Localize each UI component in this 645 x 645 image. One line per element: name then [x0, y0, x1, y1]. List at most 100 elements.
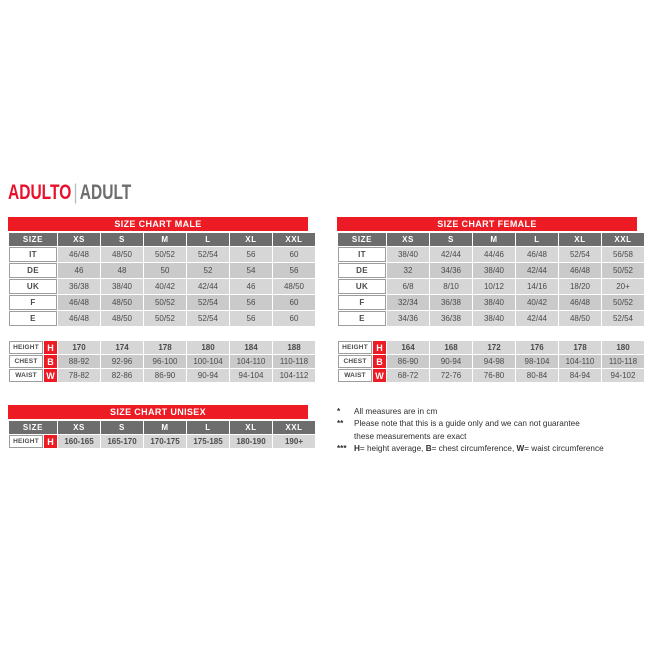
- table-cell: 10/12: [473, 279, 515, 294]
- row-label-waist: WAIST W: [338, 369, 386, 382]
- column-header-m: M: [144, 233, 186, 246]
- column-header-s: S: [101, 421, 143, 434]
- table-cell: 50: [144, 263, 186, 278]
- table-cell: 46/48: [58, 247, 100, 262]
- table-cell: 60: [273, 295, 315, 310]
- table-cell: 48/50: [101, 247, 143, 262]
- column-header-xs: XS: [387, 233, 429, 246]
- table-cell: 92-96: [101, 355, 143, 368]
- column-header-xxl: XXL: [602, 233, 644, 246]
- table-cell: 50/52: [602, 295, 644, 310]
- table-cell: 6/8: [387, 279, 429, 294]
- row-label-e: E: [338, 311, 386, 326]
- table-cell: 50/52: [144, 247, 186, 262]
- column-header-l: L: [187, 421, 229, 434]
- table-cell: 48: [101, 263, 143, 278]
- table-cell: 38/40: [387, 247, 429, 262]
- table-cell: 46/48: [58, 311, 100, 326]
- size-chart-female-table: SIZE XS S M L XL XXL IT 38/40 42/44 44/46 46/48 52/5…: [337, 232, 645, 383]
- column-header-xl: XL: [230, 233, 272, 246]
- table-row: HEIGHT H 164 168 172 176 178 180: [338, 341, 644, 354]
- table-row: HEIGHT H 170 174 178 180 184 188: [9, 341, 315, 354]
- table-cell: 178: [144, 341, 186, 354]
- table-row: CHEST B 88-92 92-96 96-100 100-104 104-110 110-…: [9, 355, 315, 368]
- row-label-chest: CHEST B: [9, 355, 57, 368]
- table-cell: 46: [230, 279, 272, 294]
- table-cell: 48/50: [101, 295, 143, 310]
- table-cell: 60: [273, 311, 315, 326]
- table-cell: 160-165: [58, 435, 100, 448]
- table-cell: 176: [516, 341, 558, 354]
- measure-label-text: HEIGHT: [9, 341, 43, 354]
- table-cell: 180-190: [230, 435, 272, 448]
- table-cell: 170: [58, 341, 100, 354]
- column-header-size: SIZE: [9, 421, 57, 434]
- footnote-row: *** H= height average, B= chest circumfer…: [337, 443, 642, 455]
- table-row: HEIGHT H 160-165 165-170 170-175 175-185 180-1…: [9, 435, 315, 448]
- table-cell: 46/48: [516, 247, 558, 262]
- size-chart-female-title: SIZE CHART FEMALE: [337, 217, 637, 231]
- table-cell: 56: [230, 311, 272, 326]
- footnotes: * All measures are in cm ** Please note tha…: [337, 406, 642, 456]
- table-cell: 94-102: [602, 369, 644, 382]
- row-label-height: HEIGHT H: [9, 341, 57, 354]
- table-cell: 164: [387, 341, 429, 354]
- table-row: CHEST B 86-90 90-94 94-98 98-104 104-110 110-11…: [338, 355, 644, 368]
- table-cell: 46/48: [559, 263, 601, 278]
- table-spacer: [338, 327, 644, 340]
- table-cell: 52/54: [187, 311, 229, 326]
- size-chart-male: SIZE CHART MALE SIZE XS S M L XL XXL IT 46/48 48/…: [8, 217, 315, 383]
- table-cell: 18/20: [559, 279, 601, 294]
- table-cell: 86-90: [144, 369, 186, 382]
- row-label-uk: UK: [9, 279, 57, 294]
- table-row: UK 36/38 38/40 40/42 42/44 46 48/50: [9, 279, 315, 294]
- column-header-xxl: XXL: [273, 233, 315, 246]
- page-title: ADULTO | ADULT: [8, 180, 131, 206]
- row-label-height: HEIGHT H: [9, 435, 57, 448]
- table-cell: 56/58: [602, 247, 644, 262]
- footnote-marker: ***: [337, 444, 347, 454]
- column-header-xl: XL: [559, 233, 601, 246]
- table-cell: 172: [473, 341, 515, 354]
- table-cell: 34/36: [387, 311, 429, 326]
- row-label-it: IT: [9, 247, 57, 262]
- table-cell: 110-118: [273, 355, 315, 368]
- measure-badge-w: W: [44, 369, 57, 382]
- table-cell: 184: [230, 341, 272, 354]
- row-label-f: F: [338, 295, 386, 310]
- table-cell: 54: [230, 263, 272, 278]
- measure-label-text: CHEST: [9, 355, 43, 368]
- measure-badge-b: B: [44, 355, 57, 368]
- row-label-uk: UK: [338, 279, 386, 294]
- table-cell: 46/48: [559, 295, 601, 310]
- row-label-f: F: [9, 295, 57, 310]
- table-cell: 34/36: [430, 263, 472, 278]
- table-row: UK 6/8 8/10 10/12 14/16 18/20 20+: [338, 279, 644, 294]
- table-cell: 20+: [602, 279, 644, 294]
- table-cell: 38/40: [473, 311, 515, 326]
- row-label-de: DE: [338, 263, 386, 278]
- measure-badge-b: B: [373, 355, 386, 368]
- table-header-row: SIZE XS S M L XL XXL: [9, 233, 315, 246]
- table-cell: 88-92: [58, 355, 100, 368]
- measure-label-text: CHEST: [338, 355, 372, 368]
- table-cell: 52: [187, 263, 229, 278]
- table-cell: 60: [273, 247, 315, 262]
- table-cell: 110-118: [602, 355, 644, 368]
- column-header-xs: XS: [58, 421, 100, 434]
- table-cell: 86-90: [387, 355, 429, 368]
- table-cell: 96-100: [144, 355, 186, 368]
- table-cell: 50/52: [602, 263, 644, 278]
- table-row: WAIST W 78-82 82-86 86-90 90-94 94-104 104-112: [9, 369, 315, 382]
- table-cell: 180: [602, 341, 644, 354]
- table-row: F 46/48 48/50 50/52 52/54 56 60: [9, 295, 315, 310]
- table-cell: 52/54: [602, 311, 644, 326]
- size-chart-male-title: SIZE CHART MALE: [8, 217, 308, 231]
- table-cell: 190+: [273, 435, 315, 448]
- column-header-xl: XL: [230, 421, 272, 434]
- table-cell: 104-110: [230, 355, 272, 368]
- column-header-xxl: XXL: [273, 421, 315, 434]
- table-cell: 32/34: [387, 295, 429, 310]
- table-cell: 52/54: [187, 295, 229, 310]
- table-row: IT 38/40 42/44 44/46 46/48 52/54 56/58: [338, 247, 644, 262]
